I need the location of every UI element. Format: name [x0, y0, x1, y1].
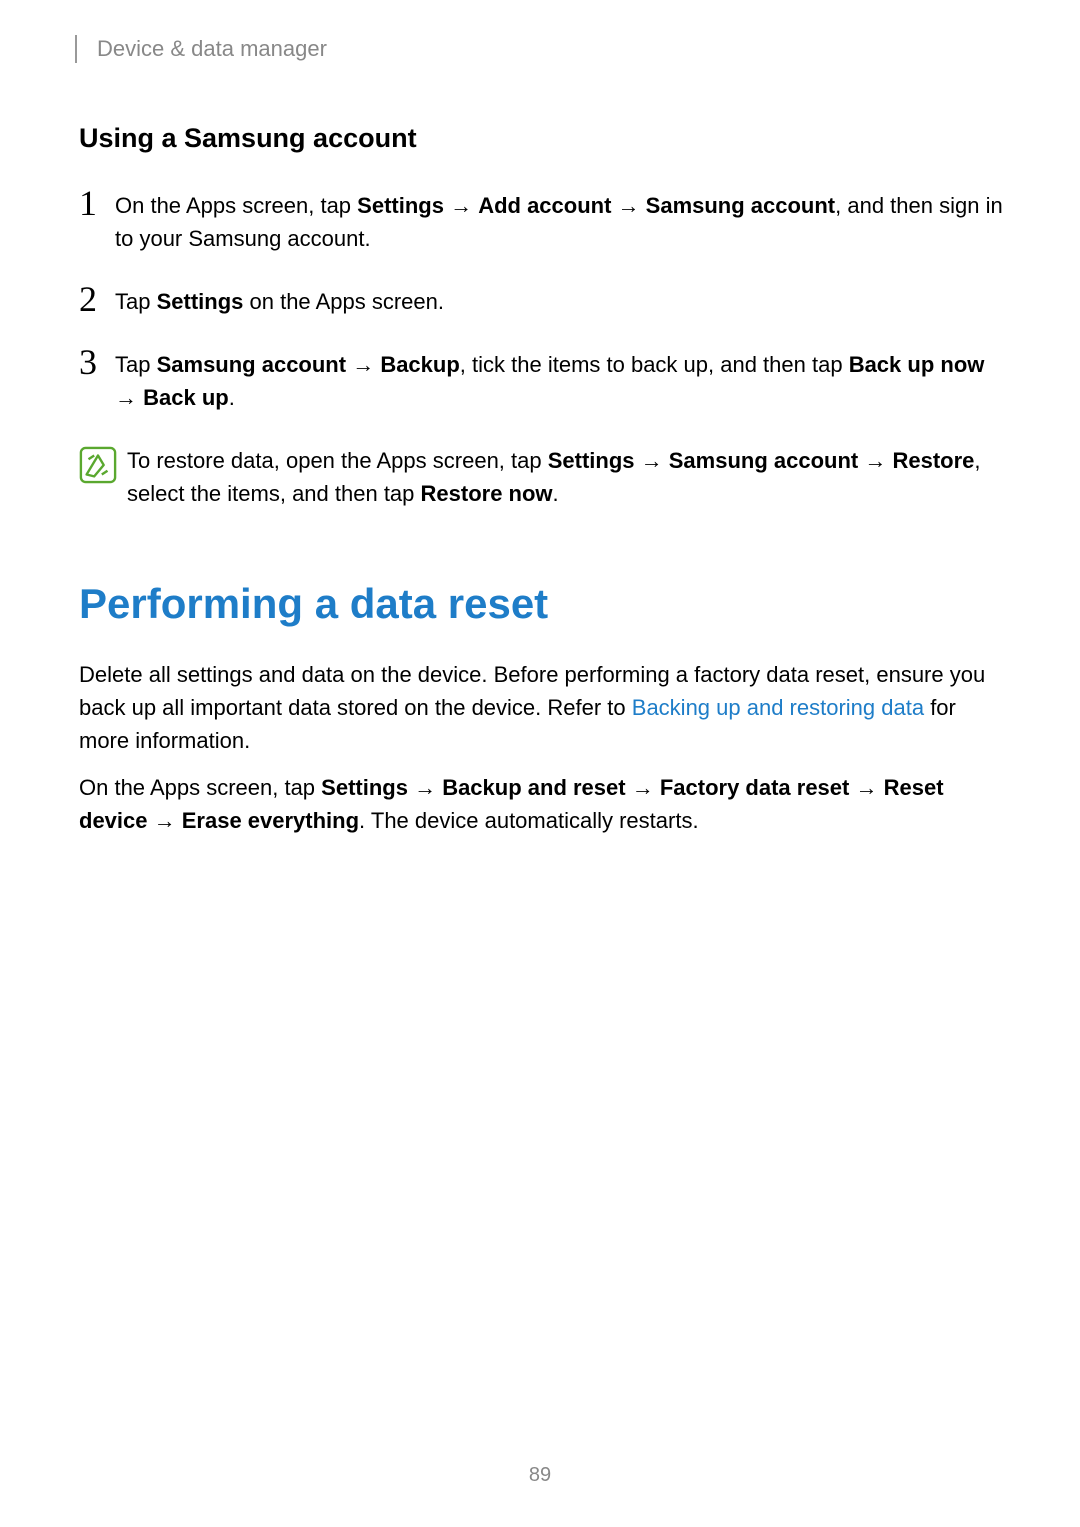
- step-3: 3 Tap Samsung account → Backup, tick the…: [79, 348, 1005, 414]
- note-block: To restore data, open the Apps screen, t…: [79, 444, 1005, 510]
- bold-back-up-now: Back up now: [849, 352, 985, 377]
- text: On the Apps screen, tap: [79, 775, 321, 800]
- breadcrumb: Device & data manager: [97, 36, 327, 62]
- bold-erase-everything: Erase everything: [182, 808, 359, 833]
- header-divider: [75, 35, 77, 63]
- bold-add-account: Add account: [478, 193, 611, 218]
- bold-samsung-account: Samsung account: [646, 193, 835, 218]
- text: Tap: [115, 352, 157, 377]
- arrow: →: [148, 808, 182, 833]
- bold-restore: Restore: [892, 448, 974, 473]
- bold-settings: Settings: [548, 448, 635, 473]
- bold-settings: Settings: [157, 289, 244, 314]
- step-1: 1 On the Apps screen, tap Settings → Add…: [79, 189, 1005, 255]
- text: On the Apps screen, tap: [115, 193, 357, 218]
- page-number: 89: [0, 1464, 1080, 1487]
- arrow: →: [858, 448, 892, 473]
- subheading-using-samsung-account: Using a Samsung account: [79, 123, 1005, 154]
- bold-back-up: Back up: [143, 385, 229, 410]
- section-title-performing-data-reset: Performing a data reset: [79, 580, 1005, 628]
- text: Tap: [115, 289, 157, 314]
- text: on the Apps screen.: [243, 289, 444, 314]
- bold-samsung-account: Samsung account: [669, 448, 858, 473]
- link-backing-up-restoring[interactable]: Backing up and restoring data: [632, 695, 924, 720]
- step-number: 2: [79, 281, 115, 317]
- arrow: →: [626, 775, 660, 800]
- arrow: →: [115, 385, 143, 410]
- arrow: →: [408, 775, 442, 800]
- arrow: →: [635, 448, 669, 473]
- arrow: →: [849, 775, 883, 800]
- note-icon: [79, 446, 117, 484]
- arrow: →: [611, 193, 645, 218]
- step-number: 3: [79, 344, 115, 380]
- text: To restore data, open the Apps screen, t…: [127, 448, 548, 473]
- page-header: Device & data manager: [75, 35, 1005, 63]
- step-text: Tap Samsung account → Backup, tick the i…: [115, 348, 1005, 414]
- bold-settings: Settings: [357, 193, 444, 218]
- text: . The device automatically restarts.: [359, 808, 699, 833]
- text: .: [229, 385, 235, 410]
- note-text: To restore data, open the Apps screen, t…: [127, 444, 1005, 510]
- bold-backup: Backup: [380, 352, 459, 377]
- step-text: Tap Settings on the Apps screen.: [115, 285, 1005, 318]
- paragraph: On the Apps screen, tap Settings → Backu…: [79, 771, 1005, 837]
- arrow: →: [346, 352, 380, 377]
- arrow: →: [444, 193, 478, 218]
- paragraph: Delete all settings and data on the devi…: [79, 658, 1005, 757]
- text: .: [553, 481, 559, 506]
- bold-factory-data-reset: Factory data reset: [660, 775, 850, 800]
- step-2: 2 Tap Settings on the Apps screen.: [79, 285, 1005, 318]
- bold-backup-and-reset: Backup and reset: [442, 775, 625, 800]
- bold-settings: Settings: [321, 775, 408, 800]
- bold-samsung-account: Samsung account: [157, 352, 346, 377]
- step-text: On the Apps screen, tap Settings → Add a…: [115, 189, 1005, 255]
- text: , tick the items to back up, and then ta…: [460, 352, 849, 377]
- bold-restore-now: Restore now: [421, 481, 553, 506]
- step-number: 1: [79, 185, 115, 221]
